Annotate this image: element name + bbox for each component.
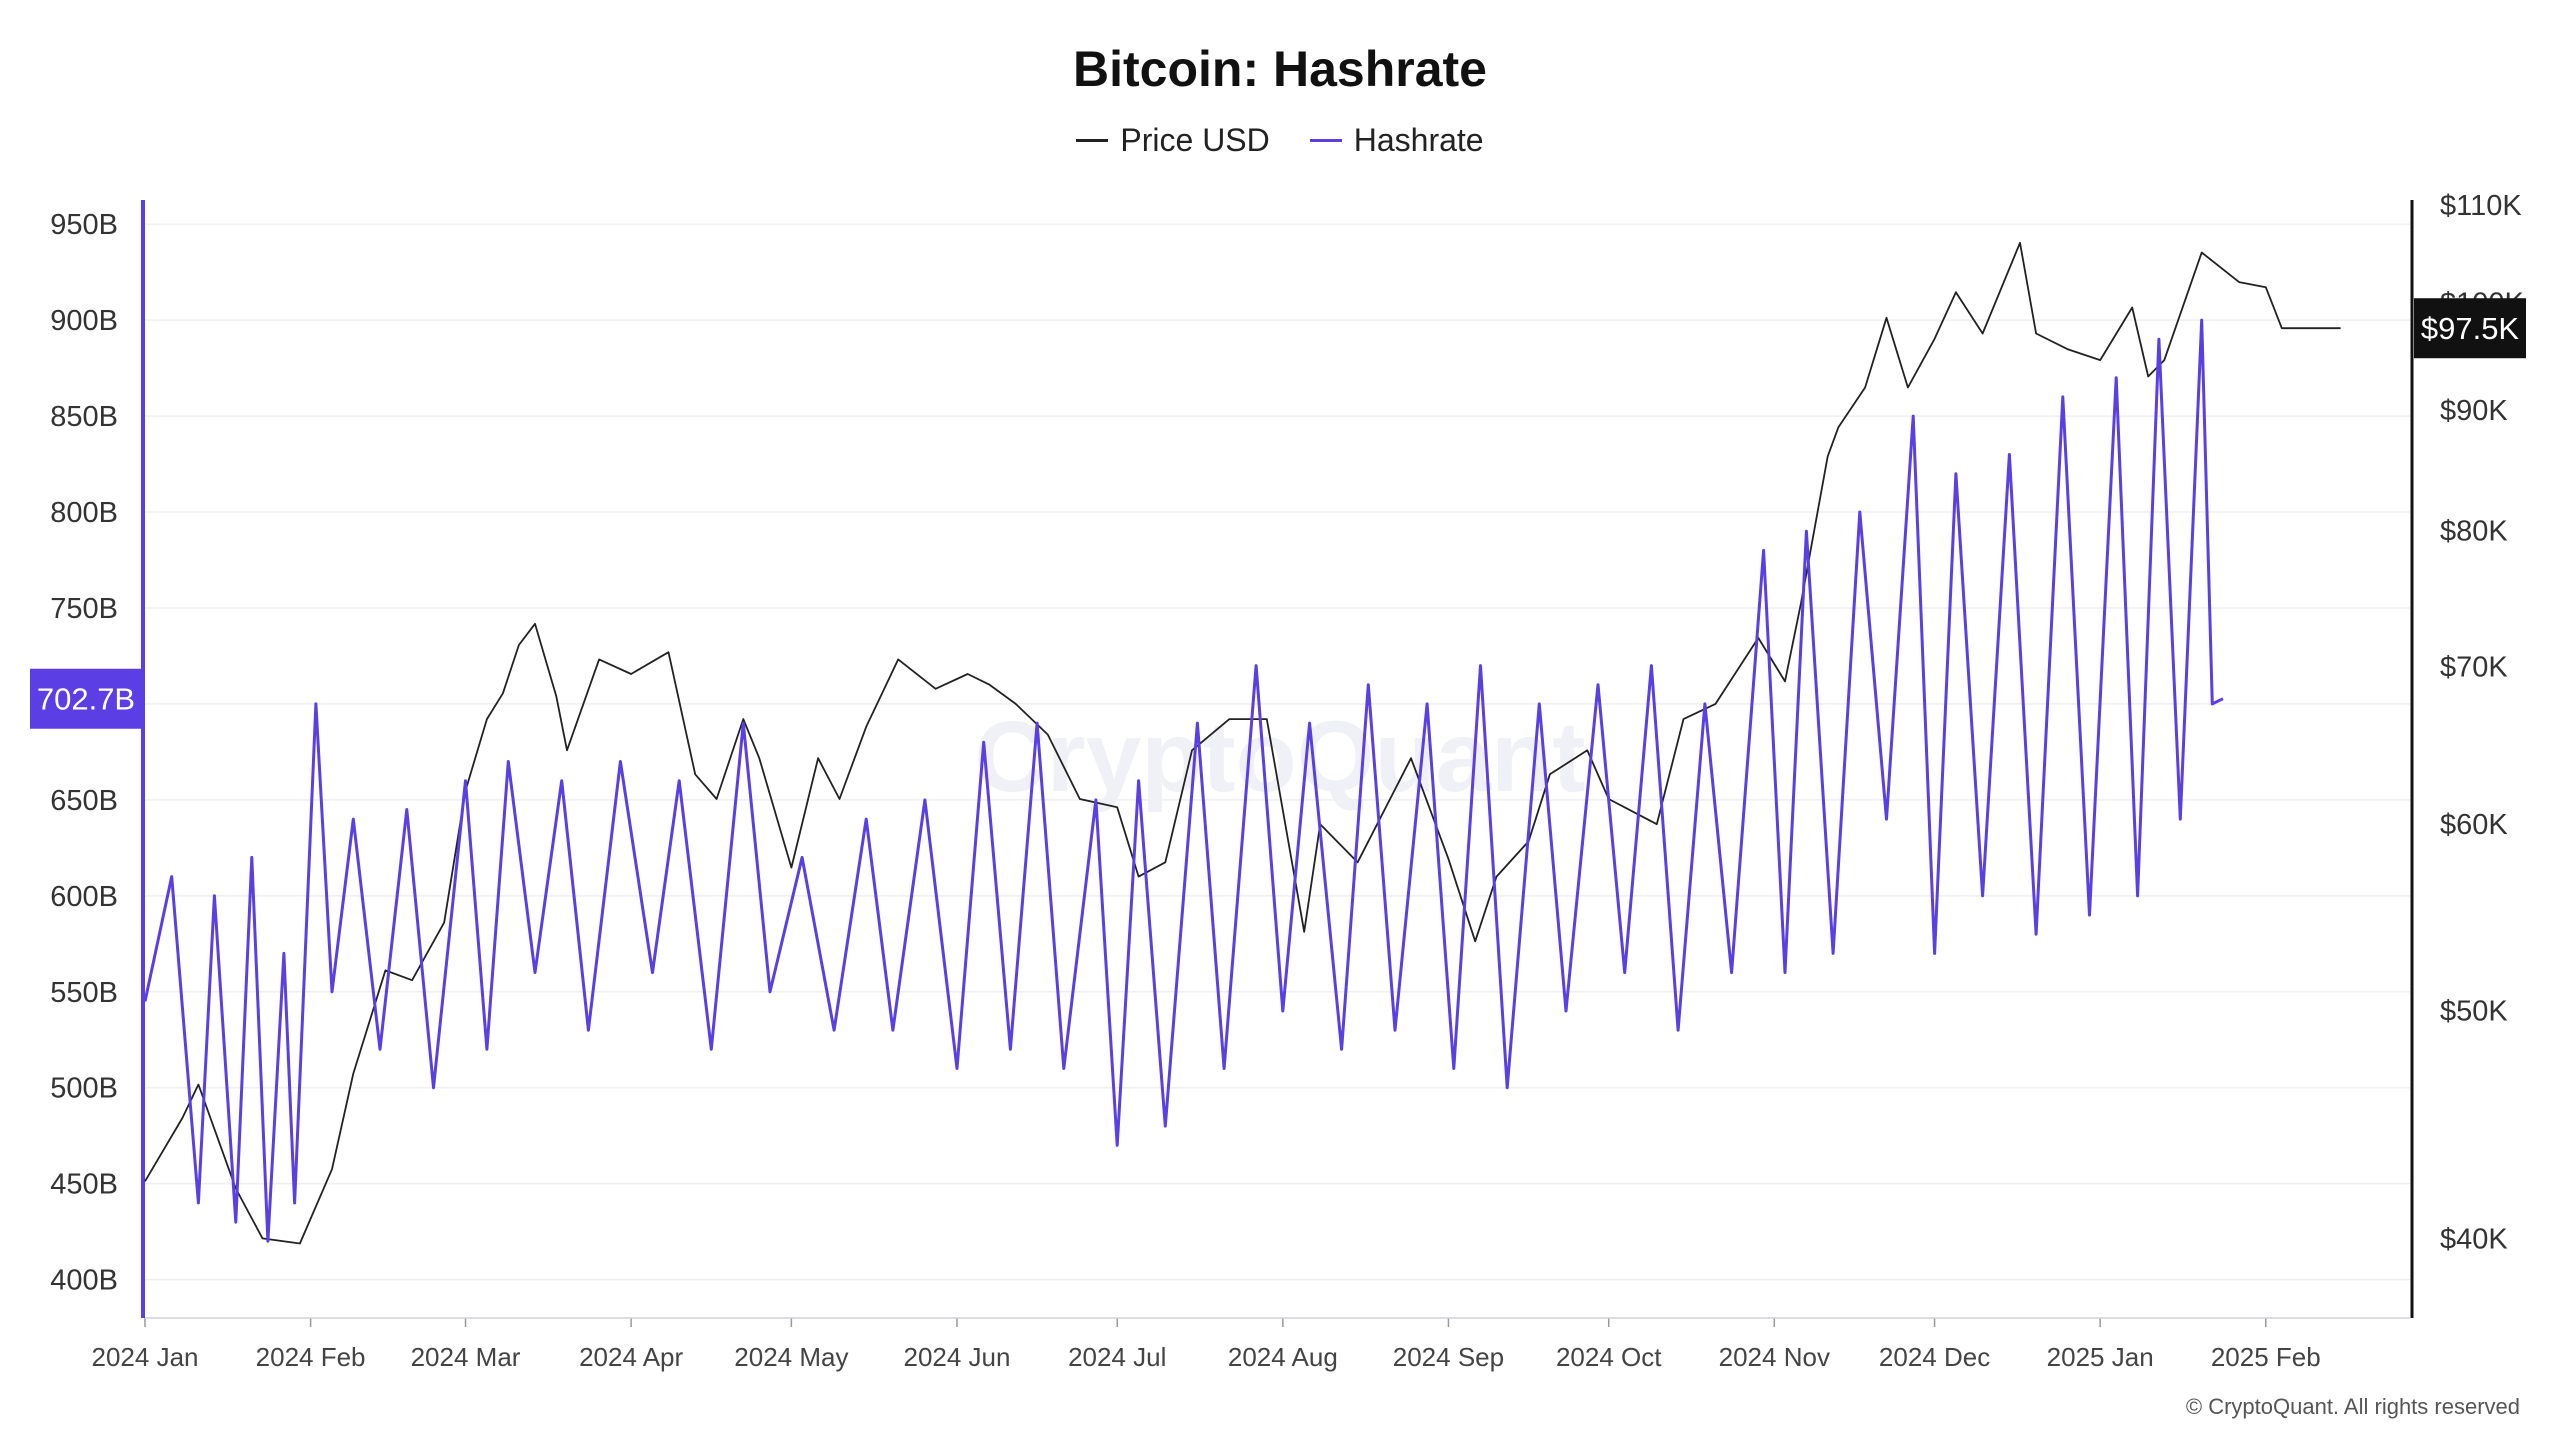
legend-label-hashrate: Hashrate bbox=[1353, 122, 1484, 158]
hashrate-value-text: 702.7B bbox=[37, 682, 135, 717]
x-tick-label: 2024 Feb bbox=[256, 1342, 366, 1372]
y-left-tick-label: 450B bbox=[50, 1169, 118, 1201]
legend-swatch-price bbox=[1076, 139, 1109, 142]
x-tick-label: 2024 Apr bbox=[579, 1342, 683, 1372]
x-tick-label: 2024 Jun bbox=[903, 1342, 1010, 1372]
y-left-tick-label: 550B bbox=[50, 977, 118, 1009]
chart-legend: Price USD Hashrate bbox=[0, 122, 2560, 159]
x-tick-label: 2024 May bbox=[734, 1342, 848, 1372]
legend-item-hashrate[interactable]: Hashrate bbox=[1309, 122, 1484, 159]
y-left-tick-label: 900B bbox=[50, 305, 118, 337]
legend-item-price[interactable]: Price USD bbox=[1076, 122, 1270, 159]
y-left-tick-label: 750B bbox=[50, 593, 118, 625]
copyright-text: © CryptoQuant. All rights reserved bbox=[2185, 1394, 2520, 1419]
x-tick-label: 2024 Jan bbox=[92, 1342, 199, 1372]
x-tick-label: 2024 Aug bbox=[1228, 1342, 1338, 1372]
hashrate-value-badge bbox=[30, 668, 142, 729]
x-tick-label: 2024 Dec bbox=[1879, 1342, 1990, 1372]
x-tick-label: 2024 Jul bbox=[1068, 1342, 1166, 1372]
y-right-tick-label: $70K bbox=[2440, 652, 2508, 684]
x-tick-label: 2024 Mar bbox=[411, 1342, 521, 1372]
y-left-tick-label: 400B bbox=[50, 1265, 118, 1297]
y-left-tick-label: 850B bbox=[50, 401, 118, 433]
x-tick-label: 2024 Sep bbox=[1393, 1342, 1504, 1372]
y-right-tick-label: $50K bbox=[2440, 995, 2508, 1027]
y-left-tick-label: 650B bbox=[50, 785, 118, 817]
price-value-text: $97.5K bbox=[2421, 311, 2520, 346]
hashrate-series-line bbox=[143, 318, 2224, 1243]
legend-label-price: Price USD bbox=[1120, 122, 1270, 158]
x-tick-label: 2024 Nov bbox=[1719, 1342, 1830, 1372]
price-series-line bbox=[144, 241, 2341, 1245]
y-right-tick-label: $80K bbox=[2440, 515, 2508, 547]
y-left-tick-label: 800B bbox=[50, 497, 118, 529]
y-right-tick-label: $60K bbox=[2440, 809, 2508, 841]
chart-title: Bitcoin: Hashrate bbox=[1073, 41, 1487, 97]
y-right-tick-label: $90K bbox=[2440, 395, 2508, 427]
y-left-tick-label: 600B bbox=[50, 881, 118, 913]
price-value-badge bbox=[2414, 298, 2526, 359]
y-right-tick-label: $40K bbox=[2440, 1223, 2508, 1255]
y-left-tick-label: 500B bbox=[50, 1073, 118, 1105]
y-left-tick-label: 950B bbox=[50, 209, 118, 241]
y-right-tick-label: $110K bbox=[2440, 190, 2522, 222]
legend-swatch-hashrate bbox=[1309, 139, 1342, 142]
x-tick-label: 2024 Oct bbox=[1556, 1342, 1662, 1372]
x-tick-label: 2025 Jan bbox=[2047, 1342, 2154, 1372]
x-tick-label: 2025 Feb bbox=[2211, 1342, 2321, 1372]
